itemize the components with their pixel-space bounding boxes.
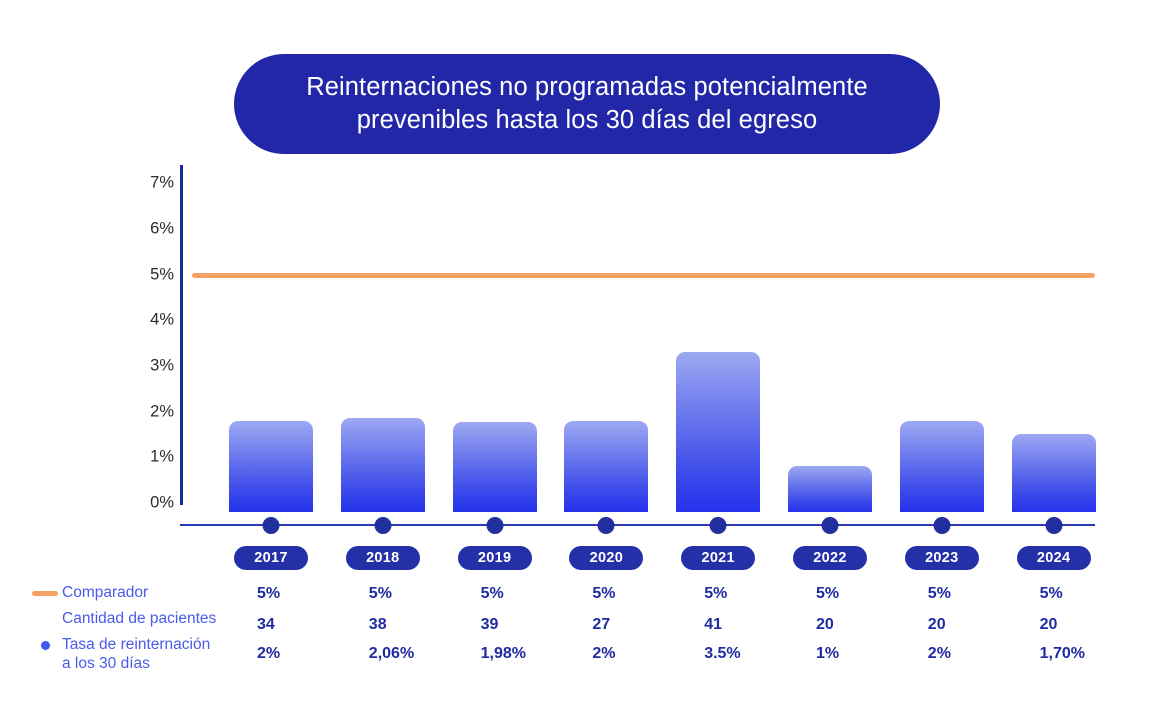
value-cantidad-2020: 27	[592, 616, 611, 633]
year-pill-2019[interactable]: 2019	[457, 546, 532, 570]
x-axis-line	[180, 524, 1095, 526]
axis-dot-2019	[486, 517, 504, 534]
year-pill-2021[interactable]: 2021	[681, 546, 756, 570]
value-tasa-2019: 1,98%	[480, 645, 526, 662]
year-pill-2018[interactable]: 2018	[345, 546, 420, 570]
value-tasa-2021: 3.5%	[704, 645, 741, 662]
y-axis-tick-7%: 7%	[150, 173, 174, 192]
bars-layer	[229, 352, 1096, 512]
bar-2017	[229, 420, 313, 512]
axis-dot-2018	[374, 517, 392, 534]
year-pill-2022[interactable]: 2022	[793, 546, 867, 570]
axis-dot-2017	[262, 517, 280, 534]
year-pill-2017[interactable]: 2017	[234, 546, 308, 570]
bar-2024	[1011, 434, 1096, 512]
y-axis-tick-6%: 6%	[150, 219, 174, 238]
y-axis-tick-labels: 0% 1% 2% 3% 4% 5% 6% 7%	[126, 0, 174, 708]
legend-row-comparador: Comparador	[28, 583, 258, 609]
value-comparador-2022: 5%	[816, 585, 840, 602]
value-cantidad-2021: 41	[704, 616, 722, 633]
comparator-dash-icon	[28, 583, 62, 603]
y-axis-tick-5%: 5%	[150, 265, 174, 283]
value-comparador-2024: 5%	[1039, 585, 1063, 602]
y-axis-line	[180, 165, 183, 505]
y-axis-tick-4%: 4%	[150, 310, 174, 329]
year-pill-2020[interactable]: 2020	[569, 546, 644, 570]
value-cantidad-2017: 34	[257, 616, 275, 633]
year-pill-2023[interactable]: 2023	[904, 546, 979, 570]
value-comparador-2023: 5%	[927, 585, 951, 602]
year-pill-2024[interactable]: 2024	[1016, 546, 1091, 570]
value-comparador-2018: 5%	[368, 585, 392, 602]
axis-dot-2020	[597, 517, 615, 534]
value-cantidad-2018: 38	[368, 616, 387, 633]
comparator-reference-line	[192, 272, 1095, 278]
bar-2020	[564, 420, 649, 512]
bar-2018	[340, 417, 425, 512]
bar-2023	[899, 420, 984, 512]
y-axis-tick-1%: 1%	[150, 447, 174, 466]
value-tasa-2020: 2%	[592, 645, 616, 662]
y-axis-tick-2%: 2%	[150, 402, 174, 421]
legend-label-tasa: Tasa de reinternación a los 30 días	[62, 636, 211, 672]
legend-row-tasa: Tasa de reinternación a los 30 días	[28, 635, 258, 672]
legend-row-cantidad: Cantidad de pacientes	[28, 609, 258, 635]
value-cantidad-2019: 39	[480, 616, 499, 633]
bar-2022	[788, 466, 872, 512]
axis-dot-2024	[1045, 517, 1063, 534]
chart-legend: Comparador Cantidad de pacientes Tasa de…	[28, 583, 258, 672]
tasa-dot-icon	[28, 635, 62, 655]
axis-dot-2021	[709, 517, 727, 534]
value-comparador-2021: 5%	[704, 585, 728, 602]
value-comparador-2020: 5%	[592, 585, 616, 602]
bar-2021	[676, 352, 761, 512]
legend-label-cantidad: Cantidad de pacientes	[62, 610, 217, 627]
legend-label-comparador: Comparador	[62, 584, 149, 601]
value-tasa-2017: 2%	[257, 645, 281, 662]
value-cantidad-2022: 20	[816, 616, 834, 633]
value-tasa-2024: 1,70%	[1039, 645, 1085, 662]
value-cantidad-2023: 20	[927, 616, 946, 633]
axis-dot-2022	[821, 517, 839, 534]
value-comparador-2019: 5%	[480, 585, 504, 602]
value-comparador-2017: 5%	[257, 585, 281, 602]
y-axis-tick-3%: 3%	[150, 356, 174, 375]
page-title: Reinternaciones no programadas potencial…	[306, 73, 868, 134]
axis-dot-2023	[933, 517, 951, 534]
value-tasa-2023: 2%	[927, 645, 951, 662]
value-tasa-2018: 2,06%	[368, 645, 415, 662]
value-cantidad-2024: 20	[1039, 616, 1058, 633]
value-tasa-2022: 1%	[816, 645, 840, 662]
bar-2019	[452, 421, 537, 512]
chart-title-banner: Reinternaciones no programadas potencial…	[234, 54, 940, 154]
y-axis-tick-0%: 0%	[150, 493, 174, 512]
